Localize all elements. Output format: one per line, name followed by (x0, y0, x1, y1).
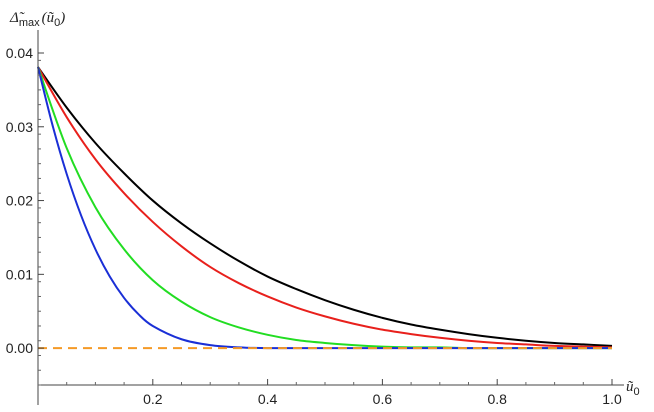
y-tick-label: 0.01 (6, 266, 33, 282)
x-tick-label: 0.6 (373, 391, 393, 407)
x-tick-label: 0.4 (258, 391, 278, 407)
x-tick-label: 0.2 (143, 391, 163, 407)
series-line-3 (37, 66, 612, 350)
series-line-2 (37, 66, 613, 349)
x-axis-title: ũ0 (626, 379, 640, 398)
ticks-layer: 0.2 0.4 0.6 0.8 1.0 0.00 0.01 0.02 0.03 0.04 (6, 45, 622, 407)
y-tick-label: 0.03 (6, 119, 33, 135)
y-axis-title: Δ̃max (ũ0) (9, 10, 65, 29)
y-tick-label: 0.02 (6, 193, 33, 209)
x-tick-label: 1.0 (602, 391, 622, 407)
series-line-4 (37, 66, 612, 350)
y-tick-label: 0.00 (6, 340, 33, 356)
series-layer (37, 66, 613, 350)
x-tick-label: 0.8 (487, 391, 507, 407)
series-line-1 (37, 66, 613, 347)
y-tick-label: 0.04 (6, 45, 33, 61)
